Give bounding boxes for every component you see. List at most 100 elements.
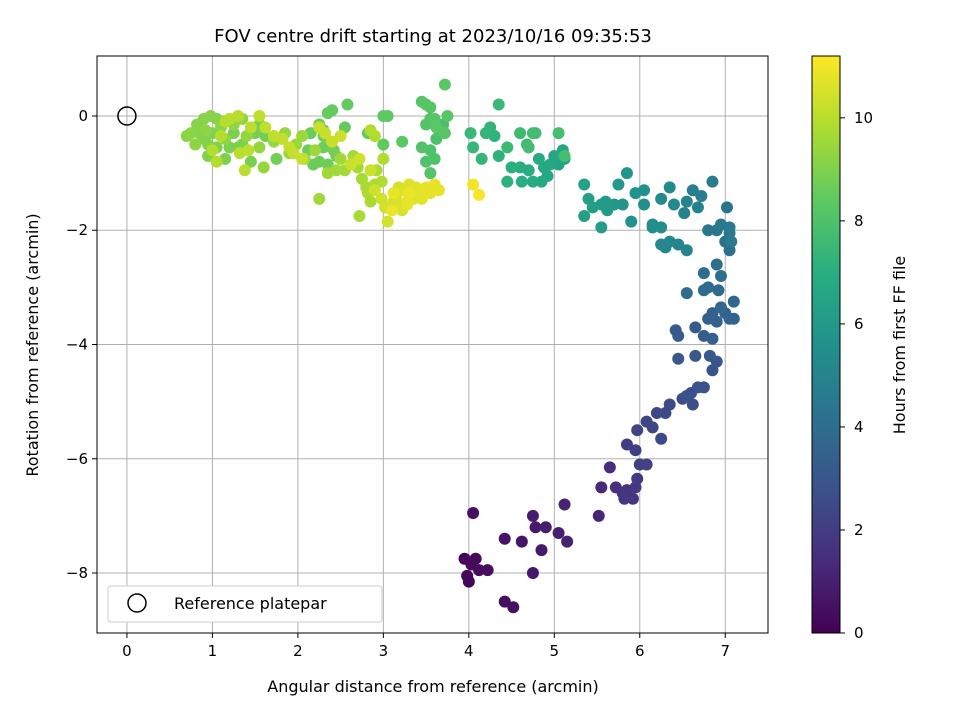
data-point <box>582 192 595 205</box>
x-tick-label: 7 <box>720 642 730 660</box>
colorbar-tick-label: 8 <box>854 212 864 230</box>
data-point <box>526 509 539 522</box>
data-point <box>612 178 625 191</box>
data-point <box>714 269 727 282</box>
data-point <box>438 78 451 91</box>
legend-label-reference-platepar: Reference platepar <box>174 594 327 613</box>
data-point <box>631 424 644 437</box>
data-point <box>287 147 300 160</box>
data-point <box>529 127 542 140</box>
data-point <box>655 238 668 251</box>
data-point <box>697 267 710 280</box>
data-point <box>270 152 283 165</box>
data-point <box>381 215 394 228</box>
data-point <box>276 132 289 145</box>
data-point <box>712 284 725 297</box>
data-point <box>353 209 366 222</box>
data-point <box>710 258 723 271</box>
colorbar-tick-label: 0 <box>854 624 864 642</box>
data-point <box>655 221 668 234</box>
data-point <box>514 161 527 174</box>
data-point <box>618 492 631 505</box>
data-point <box>522 141 535 154</box>
data-point <box>655 432 668 445</box>
data-point <box>727 312 740 325</box>
data-point <box>725 235 738 248</box>
data-point <box>199 124 212 137</box>
y-tick-label: 0 <box>78 107 88 125</box>
data-point <box>561 535 574 548</box>
data-point <box>706 175 719 188</box>
data-point <box>655 192 668 205</box>
data-point <box>344 158 357 171</box>
data-point <box>257 161 270 174</box>
colorbar-tick-label: 2 <box>854 521 864 539</box>
data-point <box>377 152 390 165</box>
data-point <box>341 98 354 111</box>
data-point <box>638 198 651 211</box>
data-point <box>631 472 644 485</box>
data-point <box>552 127 565 140</box>
data-point <box>706 307 719 320</box>
colorbar-gradient <box>811 55 841 634</box>
data-point <box>430 121 443 134</box>
data-point <box>558 498 571 511</box>
y-axis-label: Rotation from reference (arcmin) <box>23 213 42 476</box>
data-point <box>368 184 381 197</box>
data-point <box>672 329 685 342</box>
y-tick-label: −4 <box>66 336 88 354</box>
data-point <box>296 152 309 165</box>
data-point <box>364 124 377 137</box>
data-point <box>697 381 710 394</box>
data-point <box>514 127 527 140</box>
data-point <box>402 187 415 200</box>
data-point <box>727 295 740 308</box>
data-point <box>552 527 565 540</box>
x-tick-label: 3 <box>379 642 389 660</box>
data-point <box>227 127 240 140</box>
data-point <box>473 564 486 577</box>
data-point <box>501 175 514 188</box>
data-point <box>464 127 477 140</box>
data-point <box>703 349 716 362</box>
data-point <box>377 138 390 151</box>
data-point <box>330 164 343 177</box>
data-point <box>189 138 202 151</box>
data-point <box>532 152 545 165</box>
data-point <box>232 109 245 122</box>
data-point <box>691 201 704 214</box>
data-point <box>296 129 309 142</box>
data-point <box>723 221 736 234</box>
data-point <box>697 284 710 297</box>
data-point <box>385 204 398 217</box>
data-point <box>680 287 693 300</box>
data-point <box>214 129 227 142</box>
colorbar-ticks: 0 2 4 6 8 10 <box>840 109 873 642</box>
data-point <box>438 127 451 140</box>
x-tick-label: 0 <box>122 642 132 660</box>
legend: Reference platepar <box>107 585 383 623</box>
data-point <box>720 201 733 214</box>
x-tick-label: 6 <box>635 642 645 660</box>
y-tick-label: −8 <box>66 564 88 582</box>
data-point <box>672 352 685 365</box>
data-point <box>626 492 639 505</box>
data-point <box>650 407 663 420</box>
data-point <box>526 567 539 580</box>
data-point <box>689 321 702 334</box>
data-point <box>244 155 257 168</box>
data-point <box>326 135 339 148</box>
data-point <box>238 164 251 177</box>
data-point <box>640 458 653 471</box>
data-point <box>498 595 511 608</box>
data-point <box>420 98 433 111</box>
data-point <box>578 178 591 191</box>
data-point <box>616 198 629 211</box>
data-point <box>479 127 492 140</box>
data-point <box>432 184 445 197</box>
data-point <box>526 175 539 188</box>
data-point <box>481 564 494 577</box>
data-point <box>424 167 437 180</box>
data-point <box>334 152 347 165</box>
